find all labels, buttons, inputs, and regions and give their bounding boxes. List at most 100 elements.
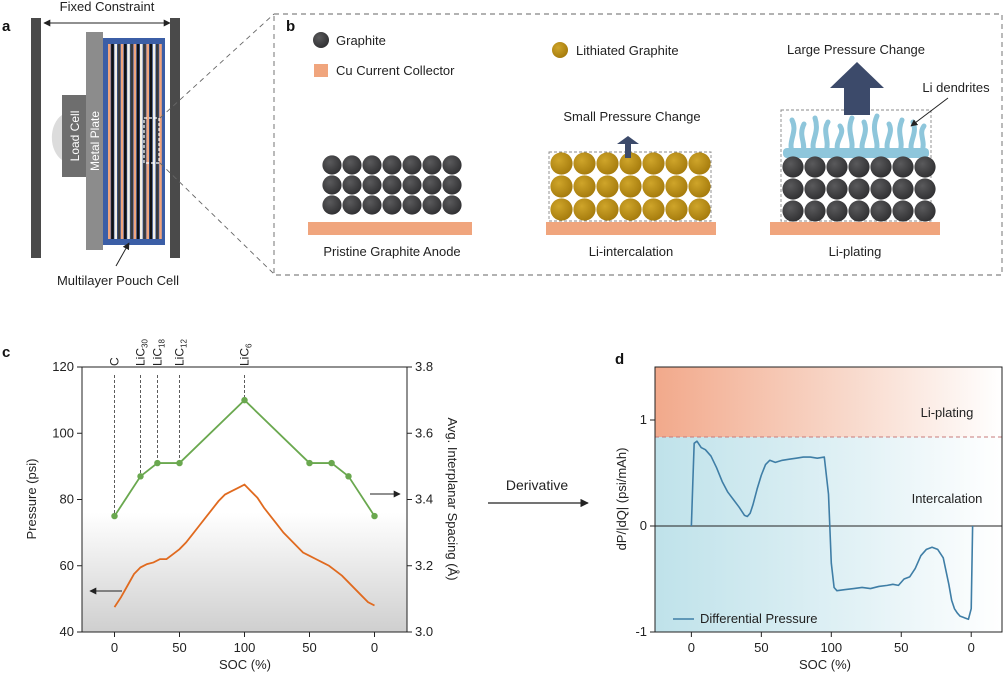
- y-tick-label: 0: [640, 518, 647, 533]
- graphite-atom: [826, 156, 848, 178]
- spacing-point: [137, 473, 144, 480]
- lithiated-graphite-stack: [550, 152, 711, 221]
- pouch-layer: [124, 44, 127, 239]
- li-dendrite: [871, 113, 880, 155]
- graphite-atom: [322, 175, 342, 195]
- stage-label: C: [108, 357, 122, 366]
- graphite-atom: [848, 178, 870, 200]
- graphite-atom: [382, 195, 402, 215]
- zoom-line-top: [159, 13, 275, 119]
- li-dendrite: [847, 115, 855, 155]
- large-pressure-arrow-icon: [830, 62, 884, 115]
- right-clamp-plate: [170, 18, 180, 258]
- graphite-atom: [402, 155, 422, 175]
- caption-pristine: Pristine Graphite Anode: [323, 244, 460, 259]
- plating-cu-collector: [770, 222, 940, 235]
- legend-lithiated-label: Lithiated Graphite: [576, 43, 679, 58]
- spacing-point: [176, 459, 183, 467]
- small-pressure-arrow-icon: [617, 136, 639, 158]
- pouch-cell-layers: [108, 44, 162, 239]
- li-dendrites: [783, 113, 929, 158]
- legend-lithiated-marker: [552, 42, 568, 58]
- pouch-layer: [159, 44, 162, 239]
- lithiated-graphite-atom: [573, 198, 596, 221]
- zoom-region-box: [143, 117, 160, 164]
- lithiated-graphite-atom: [550, 152, 573, 175]
- graphite-atom: [782, 156, 804, 178]
- x-tick-label: 0: [111, 640, 118, 655]
- graphite-atom: [402, 195, 422, 215]
- lithiated-graphite-atom: [550, 175, 573, 198]
- spacing-point: [371, 512, 378, 520]
- graphite-atom: [914, 156, 936, 178]
- graphite-atom: [914, 200, 936, 222]
- x-tick-label: 50: [894, 640, 908, 655]
- graphite-atom: [422, 155, 442, 175]
- li-dendrite: [810, 115, 819, 155]
- left-clamp-plate: [31, 18, 41, 258]
- pouch-layer: [117, 44, 121, 239]
- legend-graphite-marker: [313, 32, 329, 48]
- y-tick-label: 40: [60, 624, 74, 639]
- legend-cu-marker: [314, 64, 328, 77]
- lithiated-graphite-atom: [596, 198, 619, 221]
- metal-plate-label: Metal Plate: [88, 111, 102, 171]
- pristine-cu-collector: [308, 222, 472, 235]
- lithiated-graphite-atom: [573, 175, 596, 198]
- graphite-atom: [422, 195, 442, 215]
- x-tick-label: 100: [234, 640, 256, 655]
- chart-d-ylabel: dP/|dQ| (psi/mAh): [614, 448, 629, 551]
- legend-graphite-label: Graphite: [336, 33, 386, 48]
- large-pressure-label: Large Pressure Change: [787, 42, 925, 57]
- panel-label-d: d: [615, 351, 624, 368]
- graphite-atom: [848, 156, 870, 178]
- graphite-atom: [322, 155, 342, 175]
- graphite-atom: [422, 175, 442, 195]
- pouch-layer: [156, 44, 159, 239]
- li-dendrite: [919, 123, 927, 155]
- pouch-layer: [152, 44, 156, 239]
- derivative-label: Derivative: [506, 477, 568, 493]
- li-dendrite: [897, 117, 905, 155]
- chart-d-intercalation-region: [655, 437, 1002, 632]
- pouch-layer: [136, 44, 140, 239]
- small-pressure-label: Small Pressure Change: [563, 109, 700, 124]
- panel-b: b Graphite Cu Current Collector Lithiate…: [273, 13, 1003, 276]
- metal-plate: [86, 32, 103, 250]
- lithiated-graphite-atom: [596, 175, 619, 198]
- x-tick-label: 50: [302, 640, 316, 655]
- panel-label-b: b: [286, 18, 295, 35]
- lithiated-graphite-atom: [642, 152, 665, 175]
- li-dendrite: [788, 117, 797, 155]
- graphite-atom: [342, 155, 362, 175]
- panel-b-frame: [273, 13, 1003, 276]
- stage-label: LiC30: [134, 339, 150, 366]
- chart-d-lithium-plating-region: [655, 367, 1002, 437]
- chart-c-xlabel: SOC (%): [219, 657, 271, 672]
- graphite-atom: [848, 200, 870, 222]
- y2-tick-label: 3.6: [415, 425, 433, 440]
- graphite-atom: [892, 178, 914, 200]
- li-dendrite: [859, 119, 868, 155]
- lithiated-graphite-atom: [642, 175, 665, 198]
- x-tick-label: 100: [820, 640, 842, 655]
- spacing-point: [345, 473, 352, 480]
- chart-d-xlabel: SOC (%): [799, 657, 851, 672]
- lithiated-graphite-atom: [665, 152, 688, 175]
- lithiated-graphite-atom: [688, 175, 711, 198]
- graphite-atom: [782, 200, 804, 222]
- panel-label-a: a: [2, 18, 11, 35]
- spacing-point: [241, 396, 248, 404]
- caption-intercalation: Li-intercalation: [589, 244, 674, 259]
- y2-tick-label: 3.2: [415, 558, 433, 573]
- pouch-layer: [130, 44, 133, 239]
- li-dendrite: [823, 119, 831, 155]
- chart-d-plot-area: [654, 366, 1003, 633]
- li-layer: [783, 148, 929, 158]
- stage-label: LiC18: [150, 339, 166, 366]
- fixed-constraint-label: Fixed Constraint: [60, 0, 155, 14]
- graphite-atom: [914, 178, 936, 200]
- lithiated-graphite-atom: [619, 175, 642, 198]
- chart-c-ylabel: Pressure (psi): [24, 459, 39, 540]
